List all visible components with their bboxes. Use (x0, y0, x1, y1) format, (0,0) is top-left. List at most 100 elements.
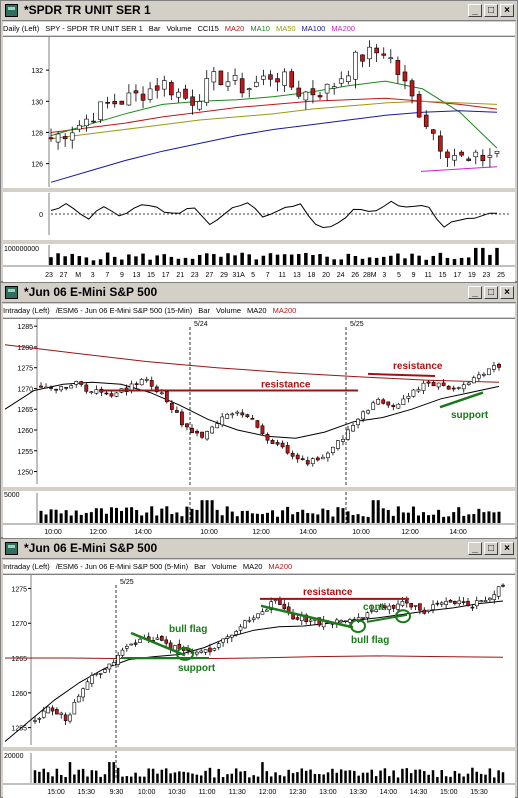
candle-body (422, 609, 427, 614)
close-button[interactable]: × (500, 4, 514, 17)
volume-bar (170, 514, 174, 523)
candle-body (409, 80, 415, 97)
volume-bar (155, 515, 159, 523)
candle-body (140, 93, 146, 101)
volume-bar (247, 254, 251, 265)
candle-body (54, 388, 58, 391)
volume-bar (145, 512, 149, 523)
window-titlebar[interactable]: *SPDR TR UNIT SER 1 _ □ × (2, 2, 516, 21)
minimize-button[interactable]: _ (468, 4, 482, 17)
window-title: *SPDR TR UNIT SER 1 (24, 3, 151, 17)
candle-body (331, 86, 337, 89)
candle-body (404, 600, 409, 604)
volume-bar (332, 259, 336, 265)
intraday-5min-plot-area[interactable]: 1275 1270 1265 1260 1255 5/25 bull flag support… (3, 574, 515, 798)
info-item: /ESM6 - Jun 06 E-Mini S&P 500 (5-Min) (55, 562, 189, 571)
volume-bar (458, 773, 461, 783)
maximize-button[interactable]: □ (484, 286, 498, 299)
candle-body (282, 71, 287, 86)
candle-body (49, 387, 53, 389)
daily-plot-area[interactable]: 132 130 128 126 0 100000000 23 27 M 3 7 9 13 15 17 21 23… (3, 36, 515, 282)
volume-bar (381, 508, 385, 523)
x-tick-label: 17 (162, 272, 170, 279)
candle-body (174, 410, 179, 413)
candle-body (221, 638, 225, 643)
candle-body (341, 438, 345, 442)
volume-bar (396, 777, 400, 783)
candle-body (466, 600, 470, 606)
intraday-5min-window: *Jun 06 E-Mini S&P 500 _ □ × Intraday (L… (0, 538, 518, 798)
candle-body (445, 151, 450, 158)
candle-body (383, 605, 387, 609)
info-item: MA200 (268, 562, 293, 571)
volume-bar (243, 770, 247, 783)
candle-body (64, 387, 69, 389)
volume-bar (190, 508, 194, 523)
info-item: SPY - SPDR TR UNIT SER 1 (45, 24, 143, 33)
x-tick-label: 12:00 (259, 789, 277, 796)
close-button[interactable]: × (500, 542, 514, 555)
candle-body (185, 423, 189, 428)
maximize-button[interactable]: □ (484, 542, 498, 555)
volume-bar (217, 768, 220, 783)
volume-bar (114, 507, 118, 523)
minimize-button[interactable]: _ (468, 286, 482, 299)
volume-bar (396, 253, 400, 265)
x-tick-label: 10:00 (352, 529, 370, 536)
minimize-button[interactable]: _ (468, 542, 482, 555)
volume-bar (331, 768, 334, 783)
candle-body (265, 609, 269, 612)
candle-body (451, 387, 456, 390)
close-button[interactable]: × (500, 286, 514, 299)
candle-body (457, 600, 462, 605)
volume-bar (70, 253, 74, 265)
volume-bar (103, 774, 107, 783)
volume-bar (318, 774, 321, 783)
volume-bar (59, 774, 63, 783)
volume-bar (495, 247, 499, 265)
candle-body (260, 611, 265, 615)
candle-body (261, 75, 266, 80)
volume-bar (331, 516, 335, 523)
x-tick-label: 13 (293, 272, 301, 279)
candle-body (183, 88, 188, 99)
volume-bar (99, 508, 103, 523)
info-item: MA50 (275, 24, 296, 33)
maximize-button[interactable]: □ (484, 4, 498, 17)
candle-body (466, 158, 471, 161)
volume-bar (361, 516, 365, 523)
candle-body (210, 426, 215, 434)
volume-bar (91, 260, 96, 265)
candle-body (396, 403, 401, 409)
volume-bar (353, 770, 356, 783)
window-icon[interactable] (5, 4, 18, 17)
candle-body (63, 714, 68, 721)
candle-body (317, 95, 323, 98)
resistance-line (367, 372, 436, 377)
volume-bar (98, 259, 103, 265)
candle-body (496, 586, 501, 597)
volume-bar (186, 772, 190, 783)
support-label: support (178, 663, 216, 674)
volume-bar (291, 773, 295, 783)
window-icon[interactable] (5, 542, 18, 555)
volume-bar (466, 773, 470, 783)
window-titlebar[interactable]: *Jun 06 E-Mini S&P 500 _ □ × (2, 540, 516, 559)
window-titlebar[interactable]: *Jun 06 E-Mini S&P 500 _ □ × (2, 284, 516, 303)
intraday-15min-plot-area[interactable]: 1285 1280 1275 1270 1265 1260 1255 1250 5/24 5/25… (3, 318, 515, 538)
pane-separator (3, 188, 515, 192)
volume-bar (213, 777, 216, 783)
volume-bar (215, 509, 219, 523)
volume-bar (479, 773, 483, 783)
ma200-line (420, 166, 498, 172)
ma50-line (50, 100, 498, 140)
candle-body (256, 613, 260, 619)
volume-bar (472, 514, 476, 523)
volume-bar (409, 773, 413, 783)
candle-body (48, 137, 54, 140)
window-icon[interactable] (5, 286, 18, 299)
x-tick-label: 13:00 (319, 789, 337, 796)
volume-bar (484, 774, 487, 783)
bull-flag-line (130, 631, 186, 657)
volume-bar (265, 512, 269, 523)
